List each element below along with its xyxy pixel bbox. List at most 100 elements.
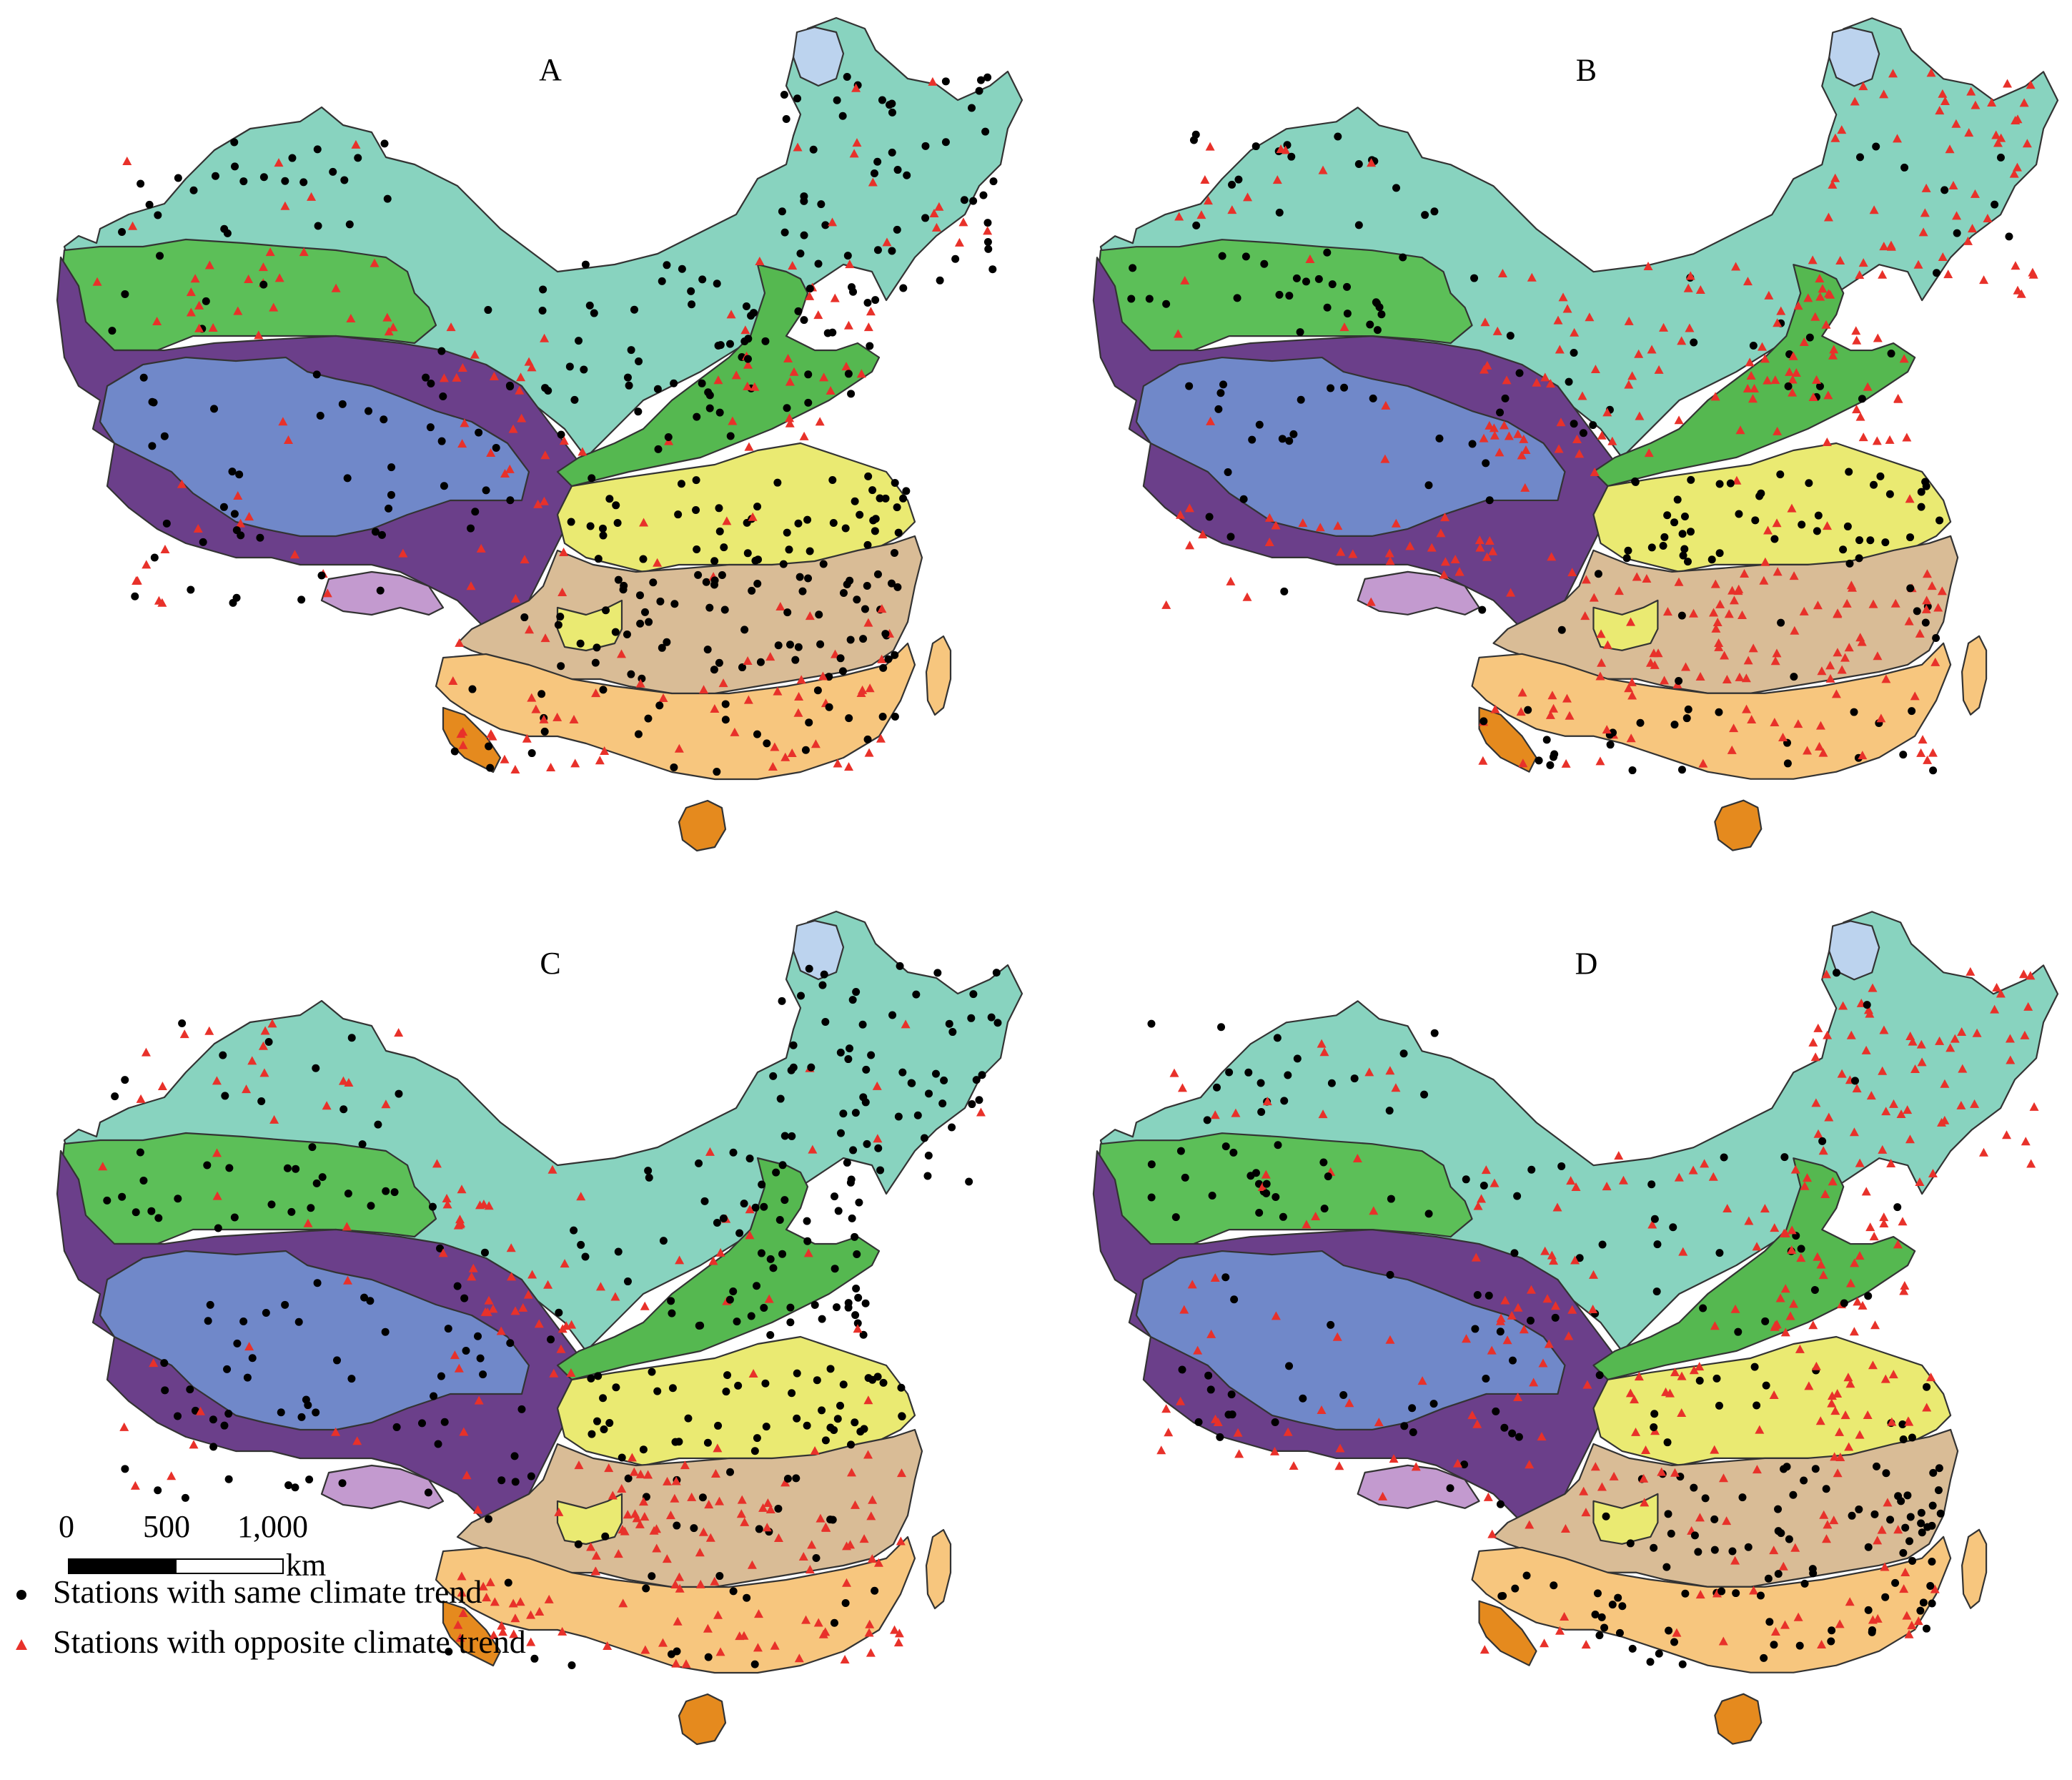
station-same-trend <box>853 1250 861 1259</box>
station-opposite-trend <box>510 1613 520 1623</box>
station-same-trend <box>581 260 590 269</box>
station-opposite-trend <box>1966 86 1976 96</box>
station-opposite-trend <box>1930 1584 1940 1593</box>
station-same-trend <box>1500 1423 1509 1432</box>
station-opposite-trend <box>1581 1508 1591 1517</box>
station-opposite-trend <box>1935 106 1945 115</box>
station-opposite-trend <box>278 417 288 426</box>
station-opposite-trend <box>1339 322 1349 332</box>
station-same-trend <box>1492 1407 1500 1415</box>
station-same-trend <box>599 531 608 540</box>
station-same-trend <box>848 996 857 1004</box>
station-opposite-trend <box>1743 277 1753 286</box>
station-same-trend <box>605 495 614 503</box>
station-opposite-trend <box>1570 327 1580 337</box>
station-same-trend <box>653 1387 662 1395</box>
station-same-trend <box>903 171 911 179</box>
station-same-trend <box>812 1553 821 1562</box>
station-same-trend <box>977 76 986 84</box>
station-opposite-trend <box>1177 1083 1187 1092</box>
station-opposite-trend <box>1689 608 1699 618</box>
station-same-trend <box>156 252 164 260</box>
station-same-trend <box>1628 1644 1637 1653</box>
station-same-trend <box>693 412 701 421</box>
station-opposite-trend <box>1626 617 1636 626</box>
station-opposite-trend <box>665 1510 675 1520</box>
station-same-trend <box>663 638 671 646</box>
station-opposite-trend <box>1918 735 1928 744</box>
region-south-china <box>1471 642 1952 780</box>
station-same-trend <box>618 1453 626 1462</box>
station-same-trend <box>729 1287 738 1296</box>
station-same-trend <box>1850 1077 1859 1085</box>
station-same-trend <box>1485 496 1494 505</box>
station-opposite-trend <box>1804 1381 1814 1390</box>
station-same-trend <box>1248 435 1256 444</box>
station-same-trend <box>762 1423 770 1431</box>
station-same-trend <box>1863 1001 1871 1009</box>
station-same-trend <box>1922 482 1930 490</box>
station-same-trend <box>1579 429 1587 437</box>
station-same-trend <box>287 1207 296 1216</box>
station-same-trend <box>753 503 762 511</box>
station-opposite-trend <box>591 1551 601 1560</box>
station-same-trend <box>844 370 853 378</box>
station-same-trend <box>834 1207 843 1215</box>
station-same-trend <box>1680 513 1689 521</box>
station-same-trend <box>1850 708 1858 716</box>
station-same-trend <box>1228 180 1236 189</box>
station-opposite-trend <box>1482 360 1492 370</box>
station-same-trend <box>993 1019 1002 1027</box>
station-same-trend <box>162 519 171 528</box>
station-opposite-trend <box>1880 1562 1890 1571</box>
station-same-trend <box>1876 472 1885 480</box>
region-hainan-island <box>678 1693 727 1746</box>
station-same-trend <box>719 1214 728 1222</box>
station-opposite-trend <box>119 1422 129 1431</box>
station-same-trend <box>1935 516 1944 525</box>
station-same-trend <box>1194 1418 1203 1426</box>
station-same-trend <box>1662 1563 1671 1571</box>
station-markers <box>1147 966 2039 1668</box>
station-same-trend <box>1690 1483 1698 1492</box>
station-opposite-trend <box>591 688 601 698</box>
station-opposite-trend <box>1928 1168 1938 1177</box>
station-opposite-trend <box>1769 1390 1779 1399</box>
station-opposite-trend <box>2026 80 2036 89</box>
station-same-trend <box>577 1240 585 1249</box>
station-opposite-trend <box>1590 365 1600 374</box>
region-yunnan-tropical <box>442 706 502 773</box>
station-same-trend <box>424 1488 432 1497</box>
station-opposite-trend <box>877 604 887 613</box>
station-opposite-trend <box>1844 643 1854 652</box>
station-same-trend <box>1822 1485 1830 1493</box>
station-same-trend <box>614 1247 623 1256</box>
station-opposite-trend <box>901 1019 911 1029</box>
station-same-trend <box>145 200 154 209</box>
station-opposite-trend <box>674 743 684 753</box>
station-opposite-trend <box>704 1500 714 1509</box>
station-opposite-trend <box>1233 1428 1243 1437</box>
station-opposite-trend <box>1173 329 1183 338</box>
station-same-trend <box>968 1100 976 1109</box>
station-same-trend <box>1882 1469 1890 1478</box>
station-opposite-trend <box>567 1320 577 1329</box>
station-opposite-trend <box>705 1147 715 1156</box>
station-same-trend <box>873 246 882 254</box>
station-opposite-trend <box>794 1653 804 1663</box>
station-opposite-trend <box>1210 1273 1220 1282</box>
station-opposite-trend <box>1642 574 1652 583</box>
station-opposite-trend <box>710 1468 720 1478</box>
station-opposite-trend <box>1868 983 1878 992</box>
station-same-trend <box>476 1354 485 1363</box>
station-opposite-trend <box>1818 284 1828 293</box>
station-opposite-trend <box>496 1326 506 1335</box>
station-opposite-trend <box>698 1527 708 1536</box>
station-same-trend <box>803 515 812 524</box>
station-same-trend <box>1602 1512 1610 1521</box>
station-opposite-trend <box>1800 1181 1810 1190</box>
station-same-trend <box>1256 1079 1265 1087</box>
station-opposite-trend <box>167 1471 177 1480</box>
station-same-trend <box>581 1252 590 1261</box>
station-opposite-trend <box>1922 569 1932 578</box>
